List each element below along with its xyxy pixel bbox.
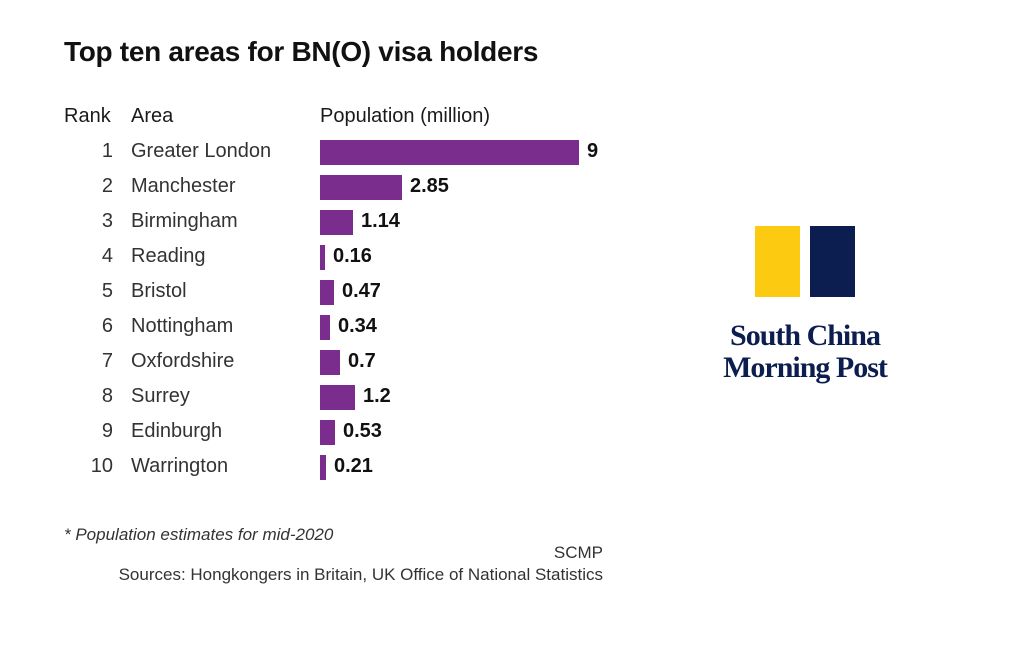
logo-line-2: Morning Post — [723, 351, 888, 384]
rank-label: 9 — [101, 420, 113, 442]
rank-label: 8 — [101, 385, 113, 407]
value-label: 0.21 — [334, 455, 373, 477]
bar — [320, 140, 579, 165]
value-label: 9 — [587, 140, 599, 162]
logo-line-1: South China — [730, 319, 881, 352]
scmp-logo: South China Morning Post — [700, 220, 920, 400]
area-label: Surrey — [131, 385, 190, 407]
area-label: Manchester — [131, 175, 236, 197]
rank-label: 3 — [101, 210, 113, 232]
value-label: 2.85 — [410, 175, 449, 197]
bar — [320, 385, 355, 410]
bar — [320, 280, 334, 305]
rank-label: 1 — [101, 140, 113, 162]
bar — [320, 210, 353, 235]
column-header-area: Area — [131, 105, 174, 127]
rank-label: 2 — [101, 175, 113, 197]
footnote: * Population estimates for mid-2020 — [64, 525, 334, 544]
bar — [320, 455, 326, 480]
bar — [320, 315, 330, 340]
area-label: Warrington — [131, 455, 229, 477]
logo-wordmark: South China Morning Post — [700, 320, 910, 384]
value-label: 0.53 — [343, 420, 382, 442]
logo-navy-block — [810, 226, 855, 297]
value-label: 1.14 — [361, 210, 400, 232]
bar — [320, 245, 325, 270]
value-label: 0.47 — [342, 280, 381, 302]
area-label: Bristol — [131, 280, 187, 302]
rank-label: 10 — [90, 455, 113, 477]
bar — [320, 175, 402, 200]
rank-label: 4 — [101, 245, 113, 267]
rank-label: 5 — [101, 280, 113, 302]
area-label: Oxfordshire — [131, 350, 235, 372]
value-label: 1.2 — [363, 385, 391, 407]
rank-label: 6 — [101, 315, 113, 337]
value-label: 0.16 — [333, 245, 372, 267]
logo-yellow-block — [755, 226, 800, 297]
area-label: Greater London — [131, 140, 272, 162]
value-label: 0.34 — [338, 315, 377, 337]
column-header-rank: Rank — [64, 105, 111, 127]
column-header-population: Population (million) — [320, 105, 491, 127]
bar — [320, 420, 335, 445]
area-label: Reading — [131, 245, 206, 267]
value-label: 0.7 — [348, 350, 376, 372]
chart-title: Top ten areas for BN(O) visa holders — [64, 36, 539, 67]
rank-label: 7 — [101, 350, 113, 372]
area-label: Nottingham — [131, 315, 234, 337]
bar — [320, 350, 340, 375]
area-label: Birmingham — [131, 210, 238, 232]
credit: SCMP — [553, 543, 603, 562]
area-label: Edinburgh — [131, 420, 223, 442]
sources: Sources: Hongkongers in Britain, UK Offi… — [118, 565, 603, 584]
